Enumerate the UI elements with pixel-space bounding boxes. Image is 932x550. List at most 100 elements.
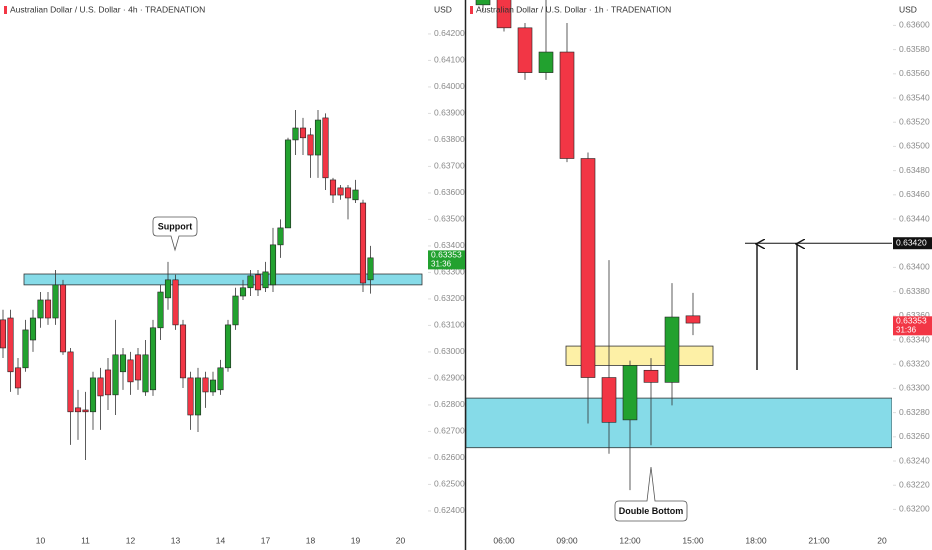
y-tick-label: 0.63260 <box>899 431 930 441</box>
candle-body <box>44 299 52 319</box>
candle-body <box>643 369 659 383</box>
y-tick-label: 0.62600 <box>434 452 465 462</box>
candle-body <box>142 354 149 393</box>
y-tick-label: 0.63900 <box>434 108 465 118</box>
candle-body <box>517 27 533 73</box>
y-tick-label: 0.63600 <box>899 20 930 30</box>
y-tick-label: 0.63300 <box>434 267 465 277</box>
candle-body <box>247 275 254 289</box>
candle-body <box>307 134 314 156</box>
y-tick-label: 0.63540 <box>899 92 930 102</box>
x-tick-label: 15:00 <box>682 535 704 545</box>
candle-body <box>149 327 157 391</box>
candle-body <box>538 51 554 73</box>
candle-body <box>314 119 322 156</box>
candle-body <box>277 227 284 246</box>
candle-body <box>580 158 596 378</box>
x-tick-label: 19 <box>351 535 361 545</box>
y-tick-label: 0.63320 <box>899 358 930 368</box>
x-tick-label: 20 <box>877 535 887 545</box>
candle-body <box>7 317 14 373</box>
y-tick-label: 0.63440 <box>899 213 930 223</box>
candle-body <box>254 274 262 291</box>
candle-body <box>217 367 224 391</box>
y-tick-label: 0.63700 <box>434 161 465 171</box>
y-tick-label: 0.62700 <box>434 426 465 436</box>
candle-body <box>172 279 179 326</box>
y-tick-label: 0.63500 <box>434 214 465 224</box>
candle-body <box>224 324 232 369</box>
candle-body <box>232 295 239 326</box>
candle-body <box>352 189 359 201</box>
x-tick-label: 13 <box>171 535 181 545</box>
countdown: 31:36 <box>896 325 917 334</box>
candle-body <box>284 139 292 229</box>
candle-body <box>299 127 307 139</box>
candle-body <box>337 187 344 196</box>
x-tick-label: 11 <box>81 535 90 545</box>
candle-body <box>74 407 82 413</box>
x-tick-label: 20 <box>396 535 406 545</box>
overlay: Australian Dollar / U.S. Dollar · 4h · T… <box>4 4 932 545</box>
y-tick-label: 0.63500 <box>899 141 930 151</box>
chart-title: Australian Dollar / U.S. Dollar · 4h · T… <box>10 4 205 14</box>
candle-body <box>29 317 37 341</box>
candle-body <box>601 377 617 423</box>
plot-left <box>0 109 423 461</box>
candle-body <box>239 287 247 297</box>
y-tick-label: 0.63380 <box>899 286 930 296</box>
y-tick-label: 0.64200 <box>434 28 465 38</box>
candle-body <box>97 377 104 397</box>
y-tick-label: 0.64100 <box>434 55 465 65</box>
level-label: 0.63420 <box>896 237 927 247</box>
y-tick-label: 0.63400 <box>434 240 465 250</box>
y-tick-label: 0.63100 <box>434 320 465 330</box>
price-label-box <box>428 250 465 270</box>
candle-body <box>82 409 89 413</box>
candle-body <box>209 379 217 393</box>
candle-body <box>367 257 374 281</box>
y-tick-label: 0.62900 <box>434 373 465 383</box>
candle-body <box>52 284 59 319</box>
y-tick-label: 0.63400 <box>899 262 930 272</box>
level-label-box <box>893 237 932 250</box>
y-tick-label: 0.63800 <box>434 134 465 144</box>
title-flag <box>4 6 7 14</box>
callout-text: Support <box>158 221 193 231</box>
y-tick-label: 0.62800 <box>434 399 465 409</box>
candle-body <box>134 354 142 381</box>
x-tick-label: 18 <box>306 535 316 545</box>
price-label-box <box>893 316 932 336</box>
y-tick-label: 0.64000 <box>434 81 465 91</box>
zone <box>23 273 423 286</box>
y-tick-label: 0.63480 <box>899 165 930 175</box>
y-tick-label: 0.63560 <box>899 68 930 78</box>
price-label: 0.63353 <box>896 316 927 326</box>
candle-body <box>67 351 74 413</box>
candle-body <box>202 377 209 393</box>
candle-body <box>344 187 352 199</box>
y-tick-label: 0.63460 <box>899 189 930 199</box>
candle-body <box>104 369 112 396</box>
candle-body <box>14 367 22 389</box>
callout-text: Double Bottom <box>619 506 684 516</box>
candle-body <box>622 365 638 421</box>
x-tick-label: 12 <box>126 535 136 545</box>
y-tick-label: 0.63200 <box>434 293 465 303</box>
chart-title: Australian Dollar / U.S. Dollar · 1h · T… <box>476 4 671 14</box>
y-tick-label: 0.63220 <box>899 479 930 489</box>
candle-body <box>194 377 202 416</box>
plot-right <box>466 0 892 491</box>
y-tick-label: 0.63580 <box>899 44 930 54</box>
callout-box <box>152 216 198 252</box>
candle-body <box>292 127 299 141</box>
candle-body <box>119 354 127 373</box>
candle-body <box>475 0 491 6</box>
x-tick-label: 12:00 <box>619 535 641 545</box>
currency-label: USD <box>434 4 452 14</box>
candle-body <box>496 0 512 29</box>
candle-body <box>685 315 701 324</box>
x-tick-label: 18:00 <box>745 535 767 545</box>
y-tick-label: 0.63280 <box>899 407 930 417</box>
candle-body <box>22 329 29 369</box>
